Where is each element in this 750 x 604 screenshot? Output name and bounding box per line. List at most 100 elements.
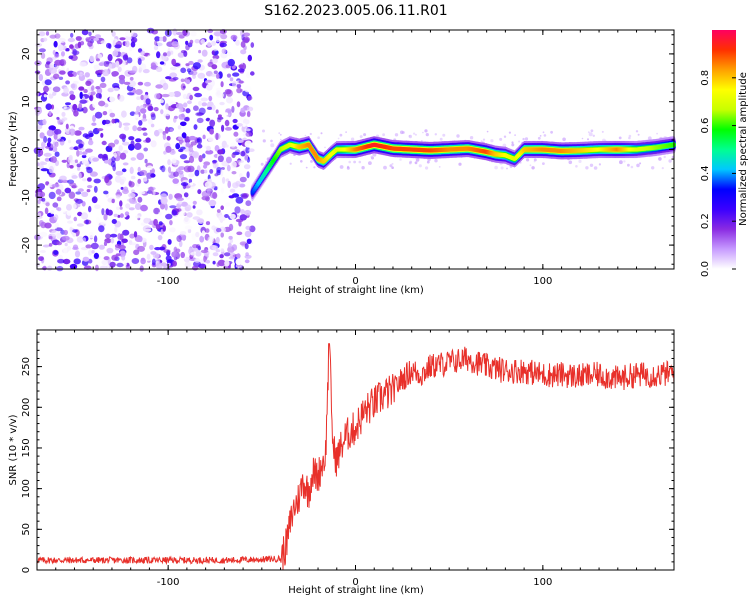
faint-speck — [490, 139, 494, 143]
noise-speck — [173, 246, 178, 253]
faint-speck — [280, 138, 282, 141]
noise-speck — [57, 44, 64, 52]
noise-speck — [58, 76, 64, 81]
noise-speck — [195, 112, 204, 117]
noise-speck — [177, 125, 182, 130]
noise-speck — [198, 155, 203, 163]
noise-speck — [79, 72, 83, 77]
noise-speck — [74, 250, 81, 258]
noise-speck — [193, 124, 198, 130]
noise-speck — [129, 200, 138, 205]
noise-speck — [188, 173, 195, 178]
noise-speck — [235, 258, 243, 266]
faint-speck — [656, 132, 658, 135]
noise-speck — [54, 151, 60, 157]
noise-speck — [63, 229, 68, 236]
noise-speck — [248, 148, 255, 152]
noise-speck — [73, 80, 79, 85]
noise-speck — [73, 258, 81, 265]
faint-speck — [350, 137, 355, 141]
faint-speck — [348, 160, 352, 164]
noise-speck — [78, 103, 83, 110]
noise-speck — [44, 207, 49, 215]
noise-speck — [153, 107, 159, 112]
faint-speck — [262, 139, 266, 143]
y-tick-label: 100 — [21, 479, 32, 498]
noise-speck — [44, 157, 50, 162]
noise-speck — [236, 123, 243, 127]
noise-speck — [208, 95, 213, 102]
faint-speck — [359, 135, 363, 139]
noise-speck — [205, 117, 211, 122]
x-tick-label: 100 — [533, 276, 552, 287]
noise-speck — [200, 169, 205, 174]
noise-speck — [57, 207, 62, 212]
noise-speck — [78, 86, 85, 91]
y-tick-label: 50 — [21, 523, 32, 536]
noise-speck — [141, 127, 147, 131]
noise-speck — [89, 171, 98, 177]
noise-speck — [229, 77, 234, 82]
noise-speck — [246, 238, 252, 244]
snr-x-ticks: -100 0 100 — [36, 330, 675, 588]
noise-speck — [196, 117, 204, 124]
noise-speck — [154, 40, 158, 46]
noise-speck — [114, 44, 122, 49]
faint-speck — [422, 131, 424, 134]
noise-speck — [98, 244, 105, 250]
noise-speck — [180, 67, 187, 74]
noise-speck — [186, 100, 192, 105]
noise-speck — [170, 50, 174, 55]
noise-speck — [211, 64, 218, 70]
noise-speck — [43, 94, 47, 98]
noise-speck — [130, 175, 136, 180]
noise-speck — [74, 130, 82, 136]
noise-speck — [111, 71, 119, 77]
noise-speck — [82, 106, 88, 114]
faint-speck — [630, 165, 634, 169]
noise-speck — [84, 72, 91, 78]
noise-speck — [85, 166, 91, 170]
faint-speck — [581, 137, 584, 140]
noise-speck — [180, 182, 189, 187]
noise-speck — [87, 177, 92, 182]
noise-speck — [52, 202, 59, 208]
spectrogram-y-axis-label: Frequency (Hz) — [8, 111, 19, 187]
noise-speck — [217, 155, 224, 163]
faint-speck — [346, 165, 350, 169]
noise-speck — [94, 111, 103, 119]
noise-speck — [54, 141, 59, 148]
noise-speck — [89, 55, 95, 63]
noise-speck — [65, 123, 69, 130]
noise-speck — [182, 29, 188, 36]
noise-speck — [235, 196, 244, 204]
noise-speck — [128, 207, 135, 211]
snr-series-line — [36, 343, 675, 570]
noise-speck — [159, 99, 164, 104]
snr-panel: -100 0 100 0 50 100 150 200 250 Height of strai… — [8, 329, 675, 596]
faint-speck — [623, 160, 626, 163]
noise-speck — [140, 94, 145, 101]
noise-speck — [54, 53, 60, 58]
noise-speck — [118, 103, 124, 109]
noise-speck — [178, 200, 183, 205]
noise-speck — [41, 141, 46, 148]
noise-speck — [100, 76, 106, 83]
noise-speck — [119, 213, 124, 218]
noise-speck — [150, 113, 156, 121]
noise-speck — [212, 54, 220, 60]
faint-speck — [456, 134, 460, 138]
noise-speck — [114, 226, 118, 233]
faint-speck — [575, 165, 578, 168]
noise-speck — [175, 142, 181, 150]
noise-speck — [229, 213, 236, 220]
noise-speck — [176, 235, 182, 243]
noise-speck — [182, 93, 188, 100]
noise-speck — [171, 41, 179, 47]
faint-speck — [500, 166, 504, 170]
noise-speck — [169, 128, 174, 132]
noise-speck — [98, 225, 105, 233]
noise-speck — [207, 187, 211, 196]
noise-speck — [243, 118, 250, 125]
noise-speck — [118, 145, 123, 152]
